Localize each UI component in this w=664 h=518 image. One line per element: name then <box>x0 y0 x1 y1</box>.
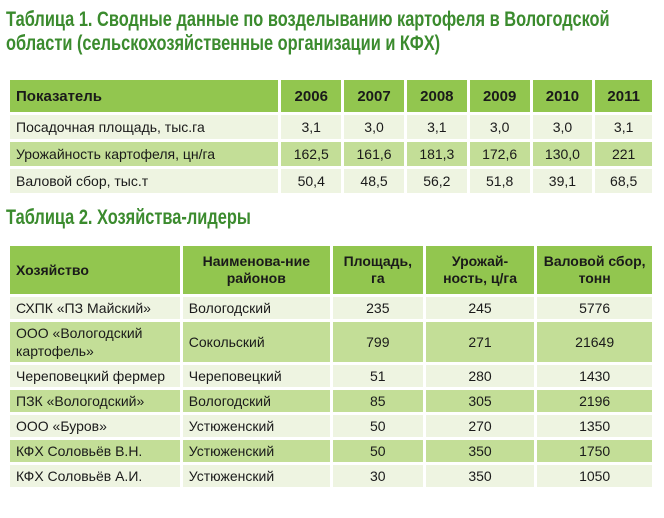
table-cell: Устюженский <box>182 415 330 437</box>
table-cell: ПЗК «Вологодский» <box>10 390 180 412</box>
table-cell: 181,3 <box>406 142 467 166</box>
header-cell: 2008 <box>406 80 467 112</box>
table-cell: 51 <box>332 365 423 387</box>
table-cell: 350 <box>425 440 535 462</box>
table-cell: КФХ Соловьёв А.И. <box>10 465 180 487</box>
header-row: Хозяйство Наименова-ние районов Площадь, г… <box>10 246 652 294</box>
table-cell: Урожайность картофеля, цн/га <box>10 142 279 166</box>
table-cell: 21649 <box>537 322 652 362</box>
table-cell: 3,0 <box>344 115 404 139</box>
header-cell: 2010 <box>532 80 593 112</box>
header-cell: Показатель <box>10 80 279 112</box>
table-cell: 1430 <box>537 365 652 387</box>
table-cell: Посадочная площадь, тыс.га <box>10 115 279 139</box>
table: Хозяйство Наименова-ние районов Площадь, г… <box>7 243 655 490</box>
table-cell: 5776 <box>537 297 652 319</box>
table-cell: 51,8 <box>469 169 530 193</box>
table-row: Череповецкий фермер Череповецкий 51 280 1430 <box>10 365 652 387</box>
table-cell: 56,2 <box>406 169 467 193</box>
table-row: ООО «Вологодский картофель» Сокольский 799… <box>10 322 652 362</box>
table-cell: 48,5 <box>344 169 404 193</box>
table-cell: 3,0 <box>469 115 530 139</box>
table-cell: 30 <box>332 465 423 487</box>
table-cell: 50 <box>332 440 423 462</box>
header-cell: Наименова-ние районов <box>182 246 330 294</box>
table-cell: 50,4 <box>281 169 342 193</box>
table-cell: 235 <box>332 297 423 319</box>
header-cell: 2006 <box>281 80 342 112</box>
header-cell: 2009 <box>469 80 530 112</box>
table-cell: 1750 <box>537 440 652 462</box>
table-cell: 162,5 <box>281 142 342 166</box>
table-cell: Валовой сбор, тыс.т <box>10 169 279 193</box>
table-cell: 270 <box>425 415 535 437</box>
table-cell: СХПК «ПЗ Майский» <box>10 297 180 319</box>
table-cell: 172,6 <box>469 142 530 166</box>
table-cell: 3,1 <box>406 115 467 139</box>
table-cell: Устюженский <box>182 440 330 462</box>
header-cell: 2011 <box>595 80 652 112</box>
table-cell: 221 <box>595 142 652 166</box>
table-cell: 271 <box>425 322 535 362</box>
table-row: СХПК «ПЗ Майский» Вологодский 235 245 5776 <box>10 297 652 319</box>
table: Показатель 2006 2007 2008 2009 2010 2011 Посадо… <box>7 77 655 196</box>
table-row: ООО «Буров» Устюженский 50 270 1350 <box>10 415 652 437</box>
table-cell: 1350 <box>537 415 652 437</box>
table-row: Валовой сбор, тыс.т 50,4 48,5 56,2 51,8 39,1 6… <box>10 169 652 193</box>
table-cell: КФХ Соловьёв В.Н. <box>10 440 180 462</box>
table-cell: 68,5 <box>595 169 652 193</box>
header-cell: 2007 <box>344 80 404 112</box>
table-cell: Сокольский <box>182 322 330 362</box>
table-cell: 350 <box>425 465 535 487</box>
table-row: ПЗК «Вологодский» Вологодский 85 305 2196 <box>10 390 652 412</box>
table-cell: ООО «Вологодский картофель» <box>10 322 180 362</box>
header-cell: Площадь, га <box>332 246 423 294</box>
header-cell: Хозяйство <box>10 246 180 294</box>
table-cell: 39,1 <box>532 169 593 193</box>
table-row: КФХ Соловьёв В.Н. Устюженский 50 350 1750 <box>10 440 652 462</box>
table-cell: Череповецкий <box>182 365 330 387</box>
table-cell: 130,0 <box>532 142 593 166</box>
table-cell: Череповецкий фермер <box>10 365 180 387</box>
table-cell: 50 <box>332 415 423 437</box>
header-cell: Валовой сбор, тонн <box>537 246 652 294</box>
table-cell: 245 <box>425 297 535 319</box>
table-cell: 2196 <box>537 390 652 412</box>
table-cell: ООО «Буров» <box>10 415 180 437</box>
table-cell: 85 <box>332 390 423 412</box>
table-title: Таблица 1. Сводные данные по возделывани… <box>6 8 610 55</box>
table-cell: 161,6 <box>344 142 404 166</box>
table-row: Урожайность картофеля, цн/га 162,5 161,6 18… <box>10 142 652 166</box>
table-cell: 3,1 <box>595 115 652 139</box>
table-title: Таблица 2. Хозяйства-лидеры <box>6 206 251 229</box>
table-cell: 3,0 <box>532 115 593 139</box>
header-row: Показатель 2006 2007 2008 2009 2010 2011 <box>10 80 652 112</box>
table-cell: Вологодский <box>182 390 330 412</box>
table-row: Посадочная площадь, тыс.га 3,1 3,0 3,1 3,0 3,… <box>10 115 652 139</box>
table-cell: Устюженский <box>182 465 330 487</box>
table-cell: 305 <box>425 390 535 412</box>
table-cell: 3,1 <box>281 115 342 139</box>
table-cell: 1050 <box>537 465 652 487</box>
table-cell: 280 <box>425 365 535 387</box>
table-cell: Вологодский <box>182 297 330 319</box>
table-cell: 799 <box>332 322 423 362</box>
header-cell: Урожай-ность, ц/га <box>425 246 535 294</box>
table-row: КФХ Соловьёв А.И. Устюженский 30 350 1050 <box>10 465 652 487</box>
